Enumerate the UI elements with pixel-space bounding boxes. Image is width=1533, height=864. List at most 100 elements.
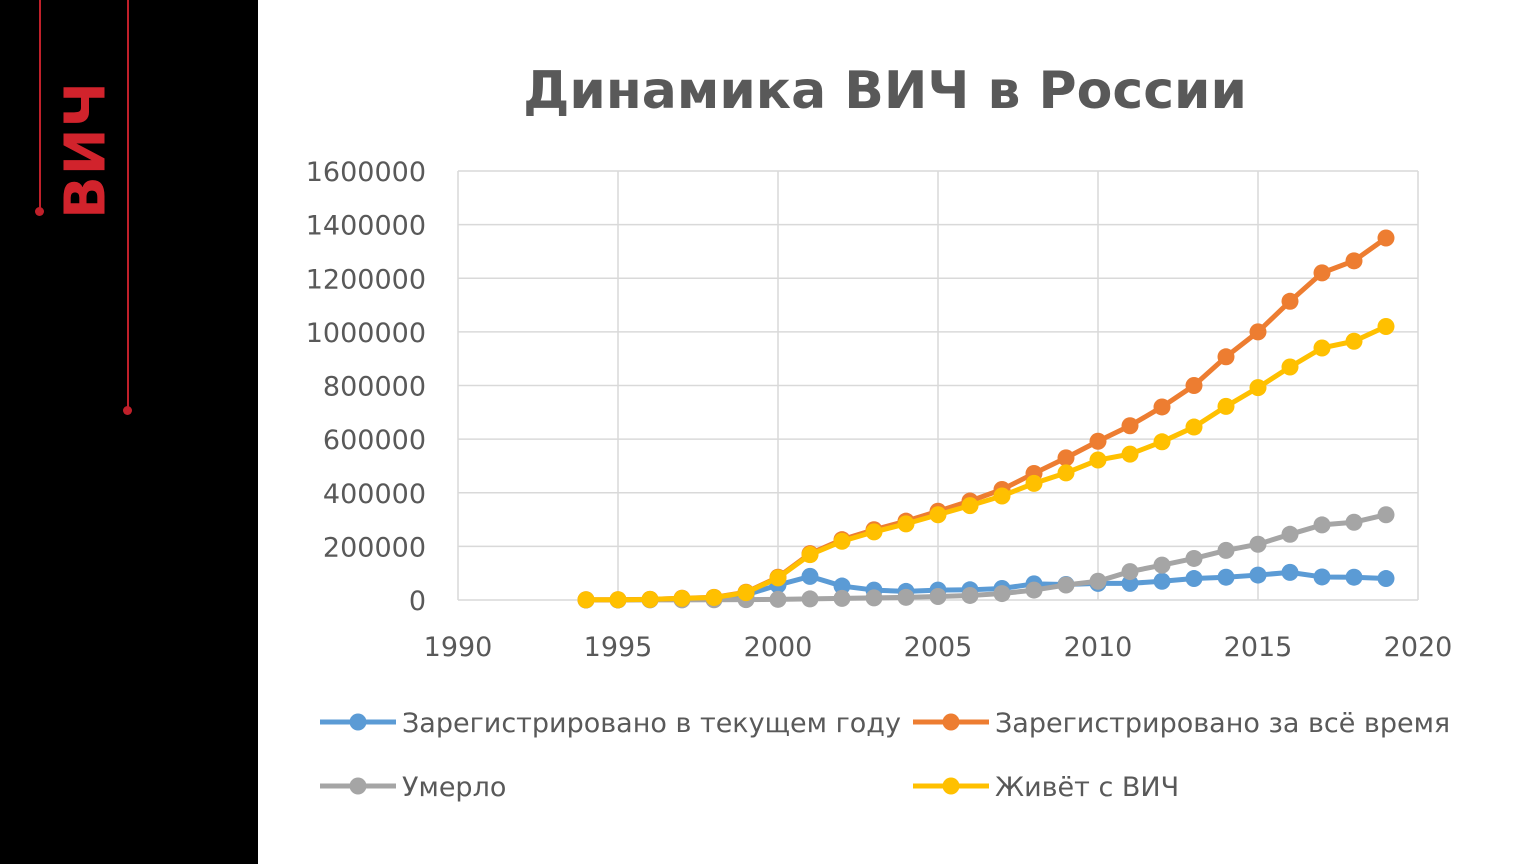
data-point [1377,229,1395,247]
data-point [1057,576,1075,594]
data-point [1345,513,1363,531]
legend-label: Зарегистрировано за всё время [995,708,1450,739]
series-layer [577,229,1395,609]
x-tick-label: 2020 [1384,632,1453,663]
data-point [1345,252,1363,270]
legend-swatch-marker [349,777,367,795]
data-point [833,589,851,607]
data-point [1121,574,1139,592]
x-tick-label: 2000 [744,632,813,663]
legend-swatch-marker [942,777,960,795]
data-point [1057,449,1075,467]
data-point [641,590,659,608]
data-point [1281,525,1299,543]
x-tick-label: 2010 [1064,632,1133,663]
series-line [585,324,1388,603]
data-point [769,590,787,608]
data-point [1345,332,1363,350]
y-tick-label: 0 [409,586,426,617]
data-point [1377,570,1395,588]
y-tick-label: 1600000 [306,157,426,188]
legend-label: Умерло [402,772,506,803]
data-point [1313,568,1331,586]
y-tick-label: 600000 [323,425,426,456]
data-point [705,589,723,607]
x-tick-label: 1990 [424,632,493,663]
data-point [1217,348,1235,366]
data-point [1185,549,1203,567]
decorative-dot-left [35,207,44,216]
legend-label: Зарегистрировано в текущем году [402,708,901,739]
data-point [1089,432,1107,450]
data-point [1185,570,1203,588]
data-point [1313,339,1331,357]
data-point [769,569,787,587]
data-point [1121,445,1139,463]
series-2 [577,229,1395,609]
data-point [833,532,851,550]
x-tick-label: 2015 [1224,632,1293,663]
data-point [1089,451,1107,469]
legend-item: Зарегистрировано за всё время [913,708,1450,739]
data-point [1185,377,1203,394]
y-tick-label: 1000000 [306,318,426,349]
data-point [801,546,819,564]
data-point [1281,292,1299,310]
data-point [1345,568,1363,586]
legend-label: Живёт с ВИЧ [995,772,1179,803]
series-4 [577,318,1395,609]
chart-title: Динамика ВИЧ в России [523,61,1247,121]
legend-item: Живёт с ВИЧ [913,772,1179,803]
data-point [1377,506,1395,524]
line-chart: Динамика ВИЧ в России 0 200000 400000 60000… [306,61,1453,803]
data-point [1249,323,1267,341]
x-tick-label: 2005 [904,632,973,663]
data-point [737,584,755,602]
data-point [833,577,851,595]
data-point [1121,563,1139,581]
legend: Зарегистрировано в текущем году Зарегистр… [320,708,1450,803]
data-point [993,487,1011,505]
data-point [1217,397,1235,415]
legend-swatch-marker [349,713,367,731]
data-point [577,591,595,609]
data-point [1153,556,1171,574]
data-point [1121,417,1139,435]
data-point [897,588,915,606]
data-point [1313,264,1331,282]
data-point [1249,379,1267,397]
data-point [993,585,1011,603]
data-point [1153,433,1171,451]
data-point [1217,541,1235,559]
decorative-line-left [39,0,41,212]
data-point [1281,563,1299,581]
data-point [929,506,947,524]
data-point [1185,418,1203,436]
data-point [1153,398,1171,416]
legend-swatch-marker [942,713,960,731]
data-point [1377,318,1395,336]
data-point [1025,581,1043,599]
decorative-line-right [127,0,129,410]
data-point [961,586,979,604]
y-tick-label: 800000 [323,372,426,403]
gridlines [457,170,1419,601]
data-point [1281,358,1299,376]
y-tick-label: 1400000 [306,211,426,242]
sidebar-title: ВИЧ [53,81,119,219]
data-point [897,515,915,533]
y-tick-label: 200000 [323,532,426,563]
x-axis-ticks: 1990 1995 2000 2005 2010 2015 2020 [424,632,1453,663]
data-point [801,567,819,585]
data-point [1249,535,1267,553]
data-point [1057,464,1075,482]
data-point [673,589,691,607]
y-tick-label: 400000 [323,479,426,510]
legend-item: Зарегистрировано в текущем году [320,708,901,739]
data-point [865,589,883,607]
x-tick-label: 1995 [584,632,653,663]
legend-item: Умерло [320,772,506,803]
data-point [1153,572,1171,590]
data-point [1249,566,1267,584]
data-point [865,523,883,541]
